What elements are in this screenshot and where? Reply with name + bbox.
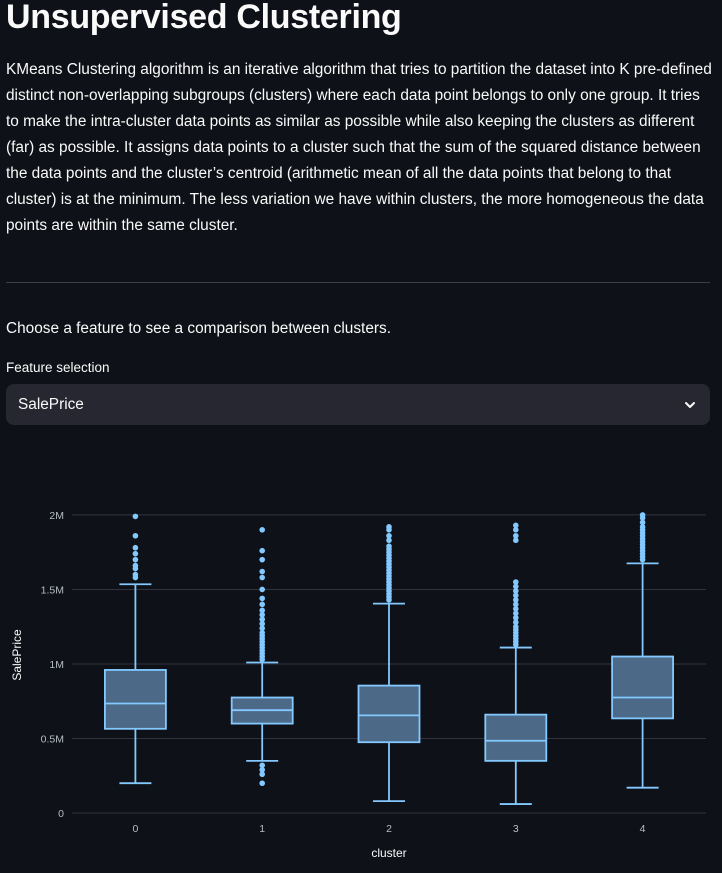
box-cluster-4 xyxy=(611,512,674,789)
outlier-point xyxy=(132,562,139,569)
outlier-point xyxy=(639,512,646,518)
outlier-point xyxy=(259,625,266,631)
outlier-point xyxy=(132,556,139,563)
x-tick-label: 3 xyxy=(513,823,519,835)
y-tick-label: 0 xyxy=(58,808,64,820)
x-tick-label: 4 xyxy=(640,823,646,835)
page-title: Unsupervised Clustering xyxy=(6,0,402,36)
outlier-point xyxy=(513,619,519,626)
feature-selection-label: Feature selection xyxy=(6,360,110,375)
outlier-point xyxy=(386,524,392,530)
outlier-point xyxy=(259,595,266,602)
outlier-point xyxy=(132,571,139,578)
outlier-point xyxy=(259,556,266,563)
box-cluster-2 xyxy=(357,524,421,802)
boxes-layer xyxy=(104,512,674,805)
instruction-text: Choose a feature to see a comparison bet… xyxy=(6,320,391,337)
outlier-point xyxy=(132,532,139,539)
chevron-down-icon[interactable] xyxy=(682,397,698,413)
outlier-point xyxy=(513,610,519,617)
boxplot-chart: 0 0.5M 1M 1.5M 2M 0 1 2 3 4 SalePrice cluster xyxy=(10,510,706,860)
outlier-point xyxy=(259,568,266,575)
outlier-point xyxy=(513,532,519,539)
outlier-point xyxy=(259,586,266,593)
box-cluster-1 xyxy=(230,527,294,787)
iqr-box xyxy=(611,655,674,720)
outlier-point xyxy=(513,606,519,612)
y-tick-label: 2M xyxy=(49,510,64,522)
outlier-point xyxy=(259,611,266,618)
y-tick-label: 0.5M xyxy=(41,733,64,745)
outlier-point xyxy=(513,579,519,585)
outlier-point xyxy=(513,597,519,603)
outlier-point xyxy=(513,588,519,594)
description-text: KMeans Clustering algorithm is an iterat… xyxy=(6,61,712,234)
outlier-point xyxy=(132,544,139,551)
outlier-point xyxy=(259,629,266,636)
outlier-point xyxy=(513,623,519,630)
outlier-point xyxy=(386,537,392,544)
outlier-point xyxy=(513,527,519,533)
outlier-point xyxy=(132,513,139,520)
outlier-point xyxy=(259,762,266,769)
x-tick-label: 2 xyxy=(386,823,392,835)
outlier-point xyxy=(259,574,266,581)
outlier-point xyxy=(639,524,646,530)
y-tick-label: 1.5M xyxy=(41,584,64,596)
x-tick-labels: 0 1 2 3 4 xyxy=(132,823,645,835)
feature-selectbox[interactable]: SalePrice xyxy=(6,384,710,425)
iqr-box xyxy=(357,684,421,744)
outlier-point xyxy=(259,771,266,778)
outlier-point xyxy=(513,522,519,529)
outlier-point xyxy=(259,616,266,623)
x-axis-label: cluster xyxy=(371,846,406,860)
outlier-point xyxy=(386,543,392,550)
chevron-down-icon-glyph xyxy=(685,401,695,408)
outlier-point xyxy=(259,780,266,787)
outlier-point xyxy=(259,601,266,608)
outlier-point xyxy=(513,537,519,544)
y-tick-labels: 0 0.5M 1M 1.5M 2M xyxy=(41,510,65,820)
outlier-point xyxy=(513,614,519,621)
divider xyxy=(6,282,710,283)
outlier-point xyxy=(132,550,139,557)
outlier-point xyxy=(513,583,519,590)
box-cluster-0 xyxy=(104,513,167,785)
outlier-point xyxy=(513,601,519,608)
iqr-box xyxy=(104,669,167,730)
outlier-point xyxy=(259,547,266,554)
box-cluster-3 xyxy=(484,522,548,805)
outlier-point xyxy=(513,592,519,599)
x-tick-label: 0 xyxy=(132,823,138,835)
outlier-point xyxy=(386,532,392,539)
x-tick-label: 1 xyxy=(259,823,265,835)
y-tick-label: 1M xyxy=(49,659,64,671)
y-axis-label: SalePrice xyxy=(10,629,24,681)
iqr-box xyxy=(484,713,548,762)
outlier-point xyxy=(259,766,266,773)
feature-selectbox-value: SalePrice xyxy=(18,395,84,413)
outlier-point xyxy=(639,519,646,526)
outlier-point xyxy=(259,620,266,627)
outlier-point xyxy=(259,527,266,533)
outlier-point xyxy=(259,607,266,614)
